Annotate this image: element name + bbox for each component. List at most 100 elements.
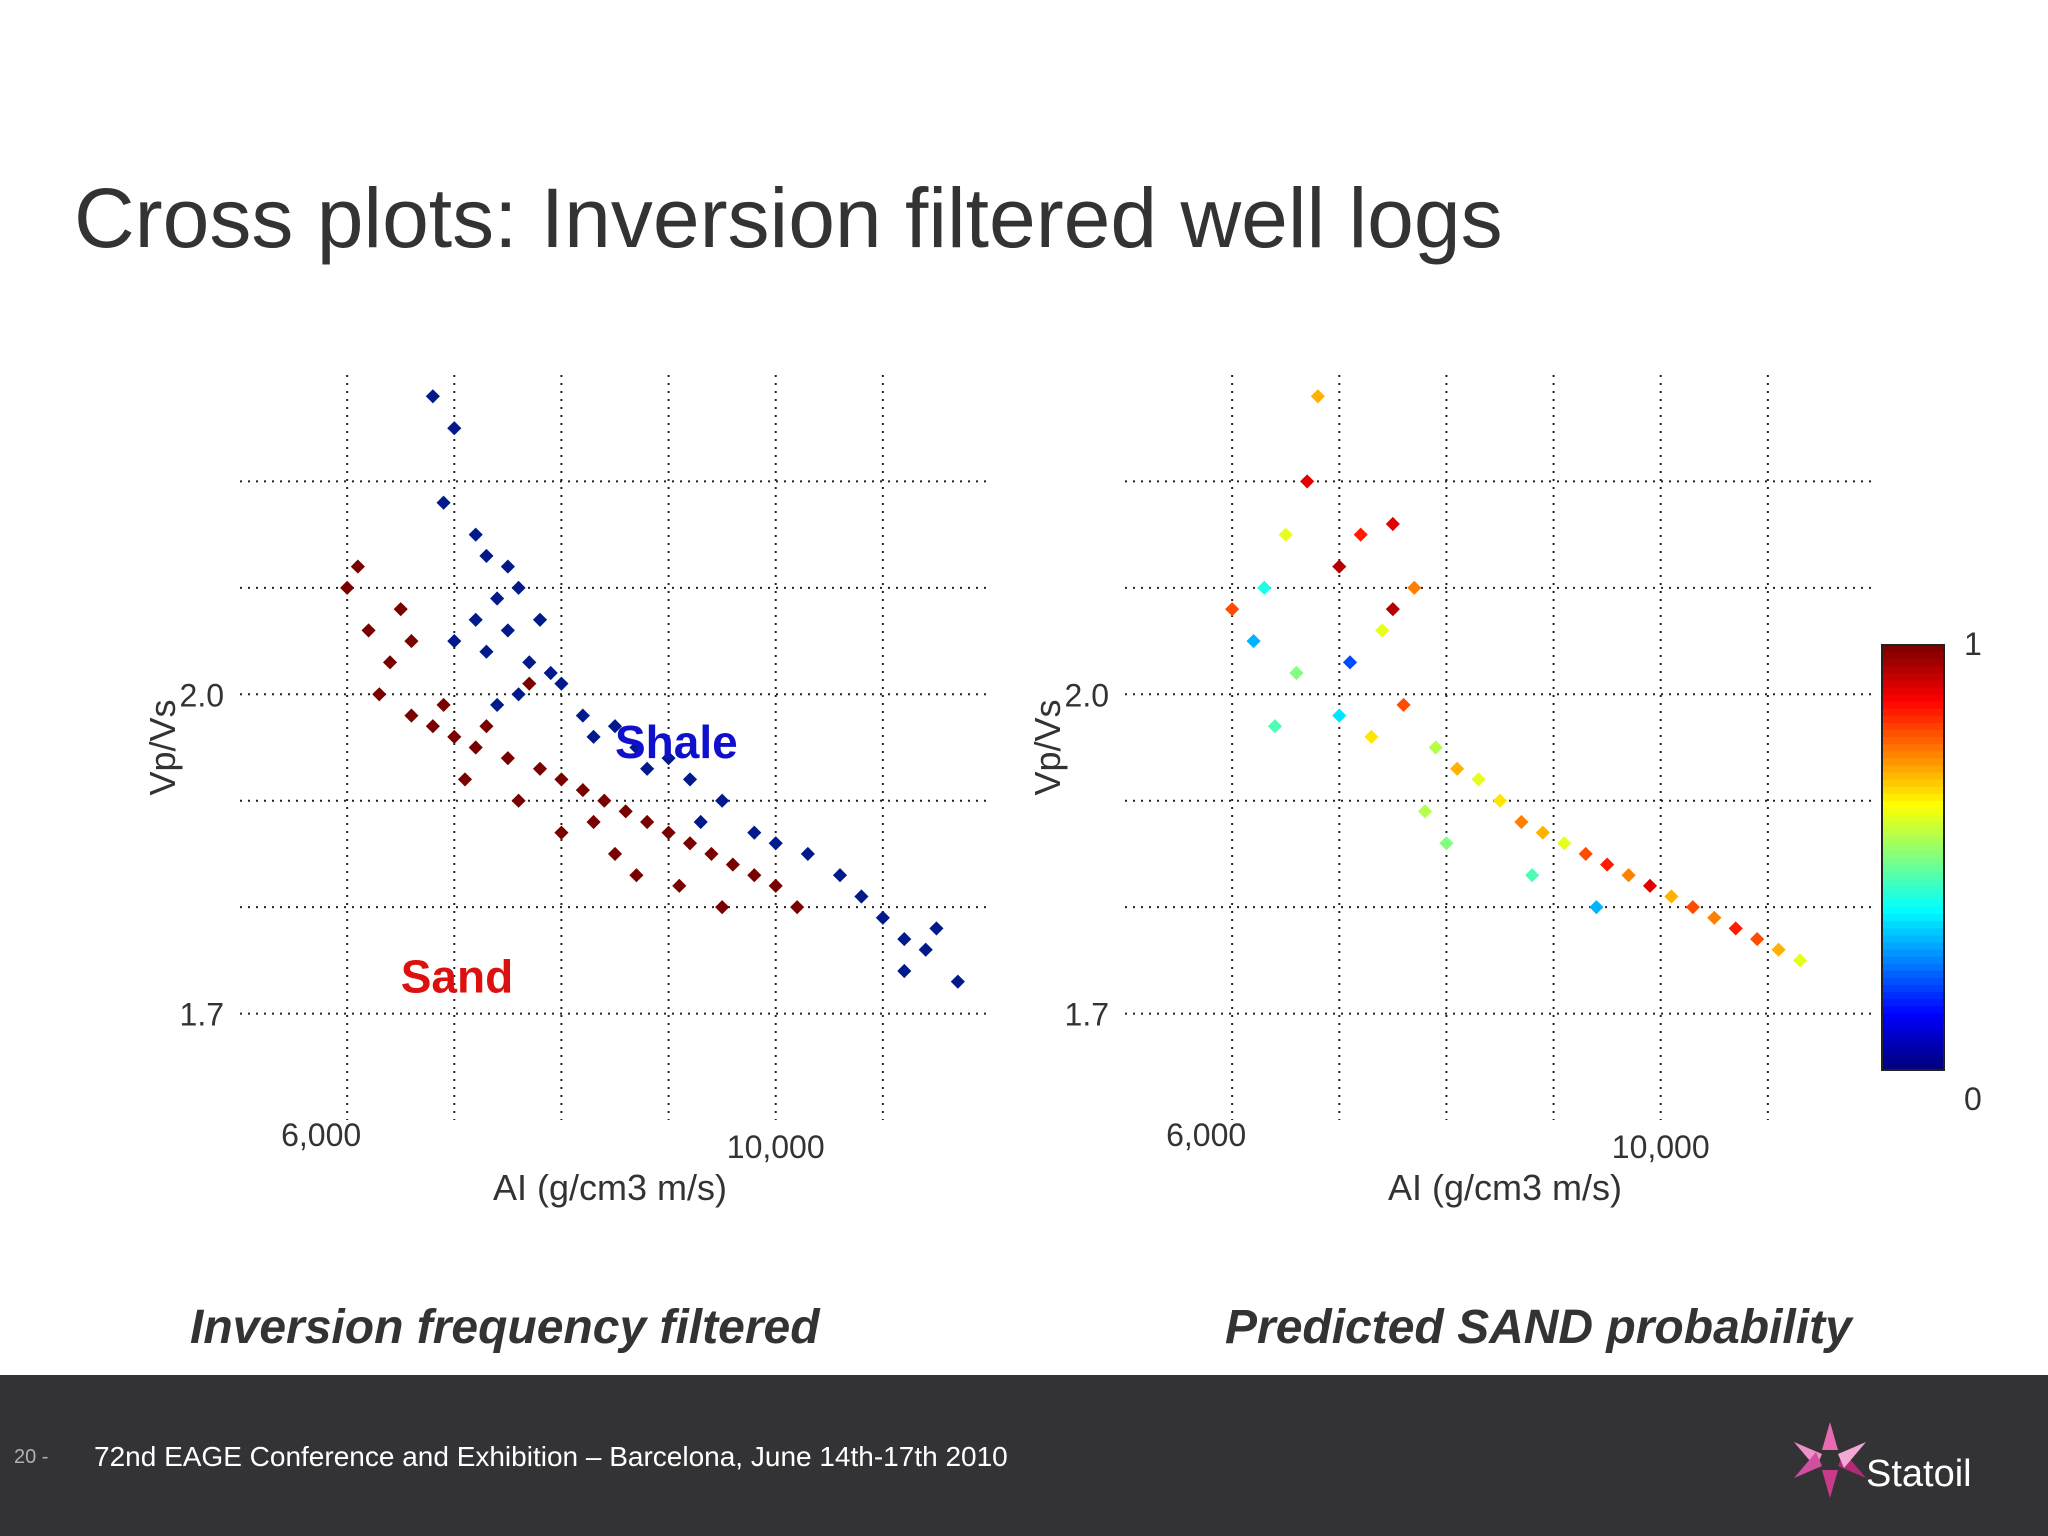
scatter-point [404, 708, 419, 723]
scatter-point [1278, 527, 1293, 542]
scatter-point [447, 729, 462, 744]
colorbar-segment [1882, 935, 1944, 944]
scatter-point [1375, 623, 1390, 638]
colorbar-segment [1882, 793, 1944, 802]
scatter-point [490, 591, 505, 606]
scatter-point [500, 623, 515, 638]
colorbar-segment [1882, 737, 1944, 746]
scatter-point [490, 697, 505, 712]
scatter-point [929, 921, 944, 936]
scatter-point [1439, 836, 1454, 851]
footer-text: 72nd EAGE Conference and Exhibition – Ba… [94, 1441, 1008, 1472]
scatter-point [447, 634, 462, 649]
colorbar-segment [1882, 744, 1944, 753]
scatter-point [1557, 836, 1572, 851]
colorbar-segment [1882, 751, 1944, 760]
colorbar-segment [1882, 1013, 1944, 1022]
colorbar-segment [1882, 829, 1944, 838]
scatter-point [768, 878, 783, 893]
x-axis-label: AI (g/cm3 m/s) [1388, 1167, 1622, 1208]
scatter-point [511, 687, 526, 702]
colorbar-segment [1882, 1048, 1944, 1057]
y-axis-label: Vp/Vs [142, 699, 183, 795]
scatter-point [586, 729, 601, 744]
scatter-point [554, 825, 569, 840]
scatter-point [1535, 825, 1550, 840]
scatter-point [704, 846, 719, 861]
scatter-point [875, 910, 890, 925]
scatter-point [1396, 697, 1411, 712]
colorbar-segment [1882, 871, 1944, 880]
colorbar-segment [1882, 1020, 1944, 1029]
scatter-point [950, 974, 965, 989]
colorbar-segment [1882, 715, 1944, 724]
caption-right: Predicted SAND probability [1225, 1301, 1852, 1354]
colorbar-segment [1882, 807, 1944, 816]
scatter-point [629, 868, 644, 883]
scatter-point [1353, 527, 1368, 542]
scatter-point [522, 655, 537, 670]
scatter-point [1289, 665, 1304, 681]
colorbar: 10 [1881, 626, 1982, 1117]
colorbar-segment [1882, 942, 1944, 951]
x-tick-label: 6,000 [1166, 1117, 1246, 1153]
colorbar-segment [1882, 800, 1944, 809]
scatter-point [715, 793, 730, 808]
scatter-point [436, 697, 451, 712]
annotation-label: Shale [615, 716, 738, 768]
scatter-point [500, 559, 515, 574]
scatter-point [554, 676, 569, 691]
colorbar-segment [1882, 999, 1944, 1008]
scatter-point [597, 793, 612, 808]
scatter-point [1471, 772, 1486, 787]
scatter-point [340, 580, 355, 595]
scatter-point [640, 814, 655, 830]
scatter-point [854, 889, 869, 904]
scatter-point [511, 580, 526, 595]
slide-title: Cross plots: Inversion filtered well log… [74, 171, 1503, 265]
scatter-point [1246, 634, 1261, 649]
colorbar-segment [1882, 786, 1944, 795]
scatter-point [661, 751, 676, 766]
scatter-point [1771, 942, 1786, 957]
scatter-point [468, 740, 483, 755]
scatter-point [747, 868, 762, 883]
scatter-point [500, 751, 515, 766]
scatter-point [1332, 708, 1347, 723]
scatter-point [1225, 602, 1240, 617]
scatter-point [361, 623, 376, 638]
scatter-point [457, 772, 473, 787]
scatter-point [1514, 814, 1529, 830]
colorbar-segment [1882, 666, 1944, 675]
scatter-point [1450, 761, 1465, 776]
scatter-point [575, 708, 590, 723]
scatter-point [532, 612, 548, 627]
logo-text: Statoil [1866, 1453, 1972, 1495]
colorbar-segment [1882, 1041, 1944, 1050]
colorbar-segment [1882, 758, 1944, 767]
scatter-point [447, 421, 462, 436]
scatter-point [790, 900, 805, 915]
colorbar-segment [1882, 680, 1944, 689]
colorbar-segment [1882, 985, 1944, 994]
scatter-point [1664, 889, 1679, 904]
colorbar-segment [1882, 772, 1944, 781]
y-tick-label: 2.0 [180, 677, 224, 713]
y-tick-label: 1.7 [180, 997, 224, 1033]
colorbar-segment [1882, 659, 1944, 668]
colorbar-segment [1882, 822, 1944, 831]
scatter-point [1792, 953, 1808, 968]
x-tick-label: 6,000 [281, 1117, 361, 1153]
scatter-point [693, 814, 708, 830]
scatter-point [479, 719, 494, 734]
scatter-point [897, 963, 912, 979]
scatter-point [1600, 857, 1615, 872]
scatter-point [618, 804, 633, 819]
scatter-point [372, 687, 387, 702]
scatter-point [1685, 900, 1700, 915]
colorbar-segment [1882, 878, 1944, 887]
colorbar-segment [1882, 708, 1944, 717]
scatter-point [1407, 580, 1422, 595]
scatter-point [436, 495, 451, 510]
page-number: 20 - [14, 1446, 49, 1468]
